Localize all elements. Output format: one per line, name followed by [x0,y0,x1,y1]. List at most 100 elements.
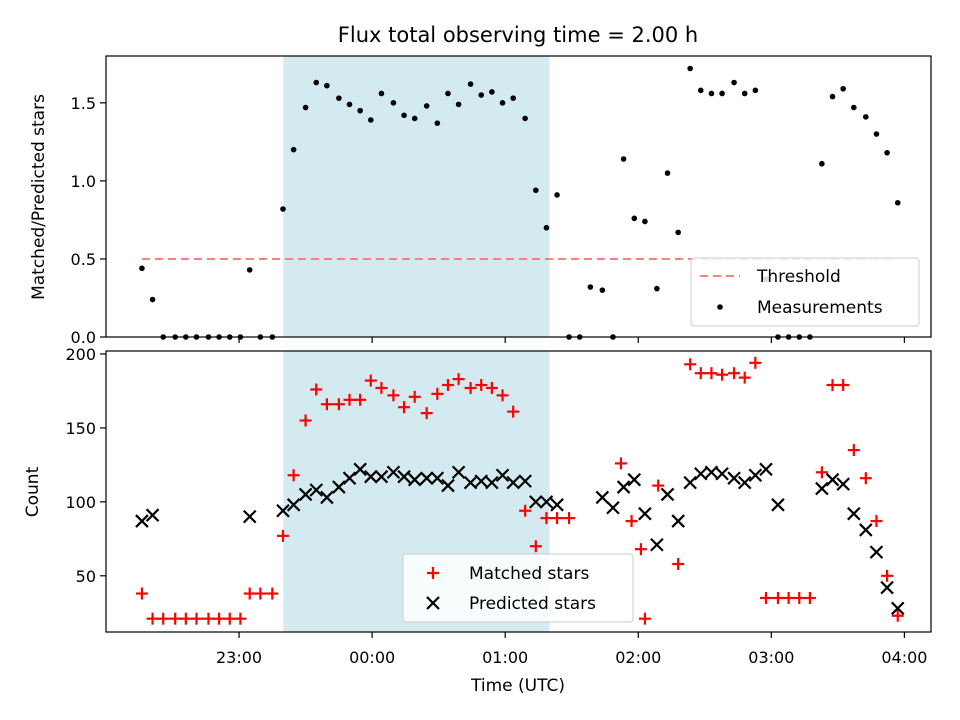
matched-star-point [464,381,477,394]
predicted-star-point [441,478,455,493]
x-axis-label: Time (UTC) [470,676,565,696]
predicted-star-point [859,523,873,537]
matched-star-point [496,389,509,402]
predicted-star-point [627,472,642,487]
measurement-point [829,93,836,100]
legend-threshold-label: Threshold [756,267,841,287]
x-tick-label: 04:00 [881,648,927,667]
predicted-star-point [704,465,719,480]
measurement-point [302,104,309,111]
matched-star-point [771,591,784,604]
matched-star-point [343,393,356,406]
predicted-star-point [694,466,708,481]
matched-star-point [684,358,697,371]
predicted-star-point [660,487,675,502]
measurement-point [522,115,528,122]
top-legend: Threshold Measurements [690,257,920,327]
measurement-point [411,115,418,122]
predicted-star-point [671,514,685,528]
matched-star-point [234,612,247,625]
measurement-point [719,90,725,97]
predicted-star-point [485,475,499,490]
measurement-point [543,224,550,231]
measurement-point [708,90,715,97]
measurement-point [752,87,759,94]
matched-star-point [859,472,872,485]
measurement-point [741,90,748,97]
predicted-star-point [539,495,554,509]
bottom-panel: 50 100 150 200 23:00 00:00 01:00 02:00 03:00 04:… [23,345,932,696]
measurement-point [499,100,506,106]
legend-predicted-swatch [426,596,440,610]
predicted-star-point [869,545,884,559]
predicted-star-point [529,495,543,509]
predicted-star-point [595,490,610,505]
predicted-star-point [715,466,729,481]
predicted-star-point [332,480,346,494]
matched-star-point [793,591,806,604]
bottom-y-tick-label: 150 [65,419,96,438]
measurement-point [554,192,560,198]
bottom-legend: Matched stars Predicted stars [402,553,634,623]
measurement-point [489,89,495,95]
measurement-point [873,131,880,137]
measurement-point [346,101,353,108]
predicted-star-point [286,498,301,512]
matched-star-point [625,515,638,528]
measurement-point [290,146,297,153]
measurement-point [357,107,363,114]
measurement-point [246,267,253,273]
matched-star-point [364,374,377,387]
measurement-point [631,215,638,222]
x-tick-label: 01:00 [482,648,528,667]
predicted-star-point [518,474,532,488]
predicted-star-point [890,601,905,616]
predicted-star-point [451,465,466,480]
matched-star-point [254,587,267,600]
measurement-point [884,149,890,156]
matched-star-point [475,379,488,392]
matched-star-point [563,512,576,525]
matched-star-point [190,612,203,625]
matched-star-point [728,367,741,380]
measurement-point [840,85,846,92]
measurement-point [819,160,825,167]
measurement-point [587,284,594,290]
measurement-point [697,87,704,94]
matched-star-point [332,398,345,411]
matched-star-point [169,612,182,625]
predicted-star-point [550,498,564,512]
predicted-star-point [495,468,510,483]
matched-star-point [519,504,532,517]
top-x-ticks [238,337,905,343]
measurement-point [851,104,857,111]
matched-star-point [243,587,256,600]
predicted-star-point [771,498,785,512]
predicted-star-point [242,509,257,524]
predicted-star-point [463,475,478,490]
measurement-point [467,81,474,87]
measurement-point [434,120,441,126]
matched-star-point [803,591,816,604]
legend-matched-label: Matched stars [469,564,589,584]
matched-star-point [431,387,444,400]
predicted-star-point [650,537,664,552]
predicted-star-point [145,508,160,522]
predicted-star-point [298,487,313,502]
measurement-point [664,170,671,176]
predicted-star-point [880,580,894,595]
matched-star-point [287,469,300,482]
predicted-star-point [342,471,357,485]
top-y-tick-label: 0.0 [71,328,96,347]
measurement-point [280,206,286,212]
x-tick-label: 03:00 [748,648,794,667]
predicted-star-point [474,474,489,488]
predicted-star-point [320,490,334,505]
matched-star-point [276,529,289,542]
predicted-star-point [815,481,829,496]
measurement-point [455,101,462,108]
matched-star-point [387,389,400,402]
measurement-point [894,199,901,206]
bottom-y-tick-label: 200 [65,345,96,364]
